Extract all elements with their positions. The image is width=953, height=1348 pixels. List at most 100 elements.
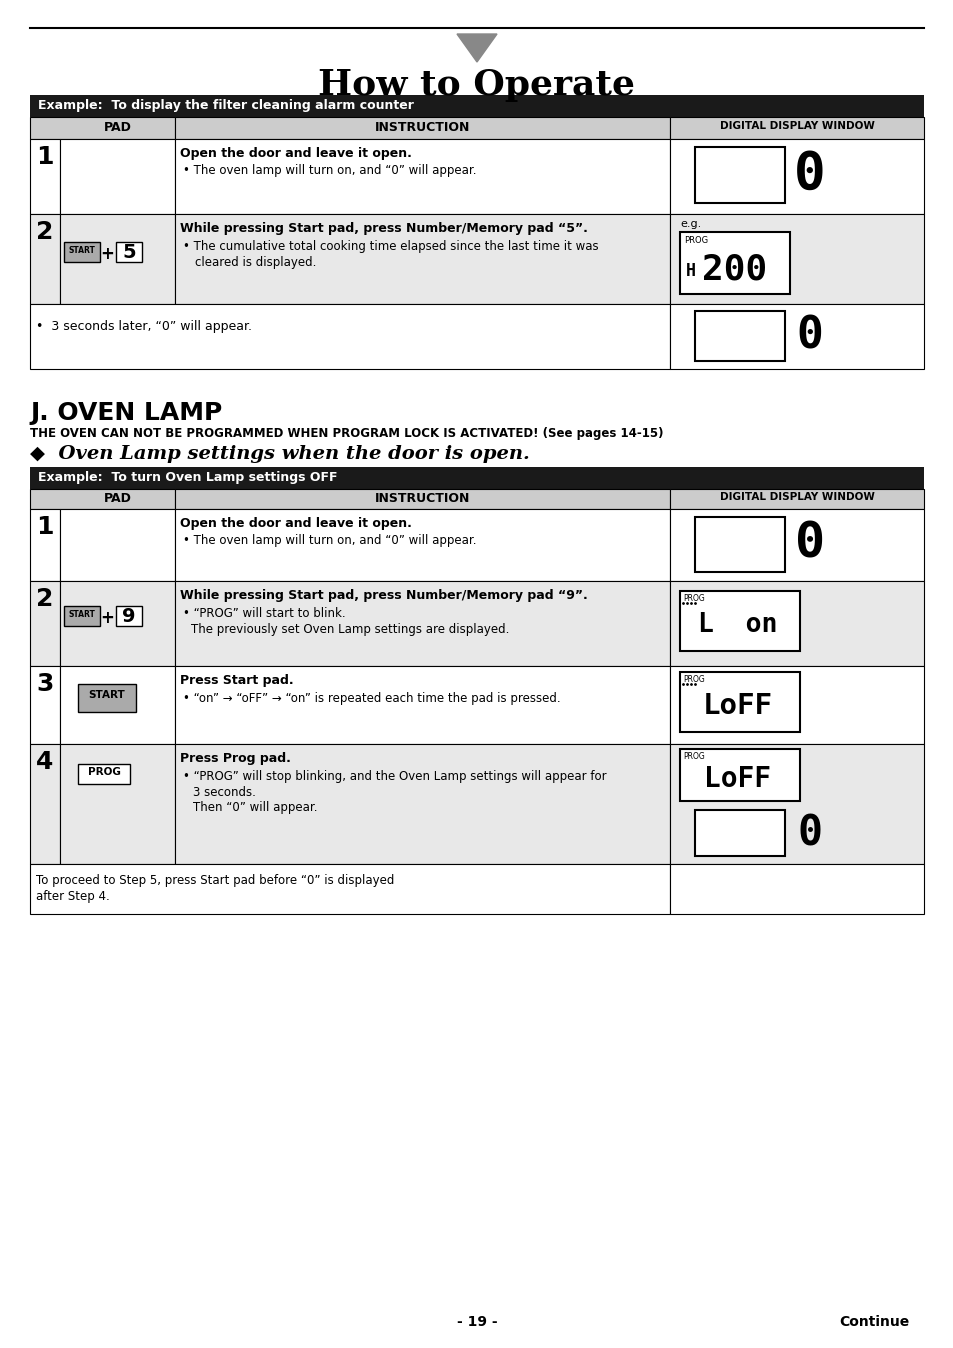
Text: Continue: Continue <box>839 1316 909 1329</box>
Text: Press Start pad.: Press Start pad. <box>180 674 294 687</box>
Text: Example:  To display the filter cleaning alarm counter: Example: To display the filter cleaning … <box>38 98 414 112</box>
Bar <box>78 683 136 712</box>
Text: 0: 0 <box>796 314 822 357</box>
Text: START: START <box>89 690 125 700</box>
Text: INSTRUCTION: INSTRUCTION <box>375 492 470 506</box>
Bar <box>64 607 100 625</box>
Text: • The cumulative total cooking time elapsed since the last time it was: • The cumulative total cooking time elap… <box>183 240 598 253</box>
Text: Press Prog pad.: Press Prog pad. <box>180 752 291 766</box>
Text: LoFF: LoFF <box>702 692 772 720</box>
Text: While pressing Start pad, press Number/Memory pad “5”.: While pressing Start pad, press Number/M… <box>180 222 587 235</box>
Text: 0: 0 <box>793 150 825 201</box>
Bar <box>679 232 789 294</box>
Bar <box>669 117 923 139</box>
Text: 5: 5 <box>122 243 135 262</box>
Text: L  on: L on <box>698 612 777 638</box>
Text: - 19 -: - 19 - <box>456 1316 497 1329</box>
Text: DIGITAL DISPLAY WINDOW: DIGITAL DISPLAY WINDOW <box>719 492 874 501</box>
Text: 0: 0 <box>797 811 821 855</box>
Text: The previously set Oven Lamp settings are displayed.: The previously set Oven Lamp settings ar… <box>191 623 509 636</box>
Text: •  3 seconds later, “0” will appear.: • 3 seconds later, “0” will appear. <box>36 319 252 333</box>
Text: 0: 0 <box>794 520 824 568</box>
Bar <box>669 510 923 581</box>
Text: after Step 4.: after Step 4. <box>36 890 110 903</box>
Bar <box>669 305 923 369</box>
Bar <box>30 864 669 914</box>
Bar <box>30 139 60 214</box>
Bar <box>695 518 784 572</box>
Bar <box>669 489 923 510</box>
Bar <box>679 590 800 651</box>
Text: • The oven lamp will turn on, and “0” will appear.: • The oven lamp will turn on, and “0” wi… <box>183 164 476 177</box>
Bar <box>669 139 923 214</box>
Polygon shape <box>456 34 497 62</box>
Bar <box>679 749 800 801</box>
Bar <box>30 666 60 744</box>
Text: To proceed to Step 5, press Start pad before “0” is displayed: To proceed to Step 5, press Start pad be… <box>36 874 394 887</box>
Bar <box>30 117 174 139</box>
Bar <box>60 139 174 214</box>
Text: ◆  Oven Lamp settings when the door is open.: ◆ Oven Lamp settings when the door is op… <box>30 445 529 462</box>
Text: 3 seconds.: 3 seconds. <box>193 786 255 799</box>
Text: PAD: PAD <box>104 121 132 133</box>
Bar <box>30 305 669 369</box>
Text: PROG: PROG <box>682 594 704 603</box>
Text: 1: 1 <box>36 146 53 168</box>
Bar <box>695 311 784 361</box>
Bar <box>669 214 923 305</box>
Bar <box>174 510 669 581</box>
Bar <box>695 810 784 856</box>
Text: 2: 2 <box>36 220 53 244</box>
Text: Open the door and leave it open.: Open the door and leave it open. <box>180 518 412 530</box>
Bar <box>695 147 784 204</box>
Bar <box>60 510 174 581</box>
Bar <box>30 489 174 510</box>
Text: e.g.: e.g. <box>679 218 700 229</box>
Bar <box>174 214 669 305</box>
Text: Example:  To turn Oven Lamp settings OFF: Example: To turn Oven Lamp settings OFF <box>38 470 337 484</box>
Text: 2: 2 <box>36 586 53 611</box>
Text: J. OVEN LAMP: J. OVEN LAMP <box>30 400 222 425</box>
Bar <box>174 117 669 139</box>
Bar <box>116 607 142 625</box>
Bar <box>669 744 923 864</box>
Bar <box>669 581 923 666</box>
Bar <box>30 466 923 489</box>
Text: cleared is displayed.: cleared is displayed. <box>194 256 316 270</box>
Text: LoFF: LoFF <box>703 766 771 793</box>
Text: PROG: PROG <box>682 752 704 762</box>
Bar <box>30 94 923 117</box>
Bar <box>174 489 669 510</box>
Text: PROG: PROG <box>88 767 120 776</box>
Text: Then “0” will appear.: Then “0” will appear. <box>193 801 317 814</box>
Bar <box>30 214 60 305</box>
Bar <box>174 744 669 864</box>
Text: PROG: PROG <box>682 675 704 683</box>
Text: While pressing Start pad, press Number/Memory pad “9”.: While pressing Start pad, press Number/M… <box>180 589 587 603</box>
Bar <box>30 510 60 581</box>
Bar <box>64 243 100 262</box>
Text: • “PROG” will stop blinking, and the Oven Lamp settings will appear for: • “PROG” will stop blinking, and the Ove… <box>183 770 606 783</box>
Text: DIGITAL DISPLAY WINDOW: DIGITAL DISPLAY WINDOW <box>719 121 874 131</box>
Bar <box>30 744 60 864</box>
Text: 3: 3 <box>36 673 53 696</box>
Bar <box>174 581 669 666</box>
Bar <box>669 864 923 914</box>
Text: +: + <box>100 609 113 627</box>
Text: THE OVEN CAN NOT BE PROGRAMMED WHEN PROGRAM LOCK IS ACTIVATED! (See pages 14-15): THE OVEN CAN NOT BE PROGRAMMED WHEN PROG… <box>30 427 662 439</box>
Bar <box>78 764 130 785</box>
Bar <box>669 666 923 744</box>
Bar <box>60 666 174 744</box>
Bar <box>60 581 174 666</box>
Bar <box>60 744 174 864</box>
Text: H: H <box>685 262 696 280</box>
Text: • “on” → “oFF” → “on” is repeated each time the pad is pressed.: • “on” → “oFF” → “on” is repeated each t… <box>183 692 560 705</box>
Text: START: START <box>69 245 95 255</box>
Text: +: + <box>100 245 113 263</box>
Text: Open the door and leave it open.: Open the door and leave it open. <box>180 147 412 160</box>
Bar <box>174 666 669 744</box>
Bar <box>30 581 60 666</box>
Text: • “PROG” will start to blink.: • “PROG” will start to blink. <box>183 607 345 620</box>
Text: 9: 9 <box>122 607 135 625</box>
Bar <box>174 139 669 214</box>
